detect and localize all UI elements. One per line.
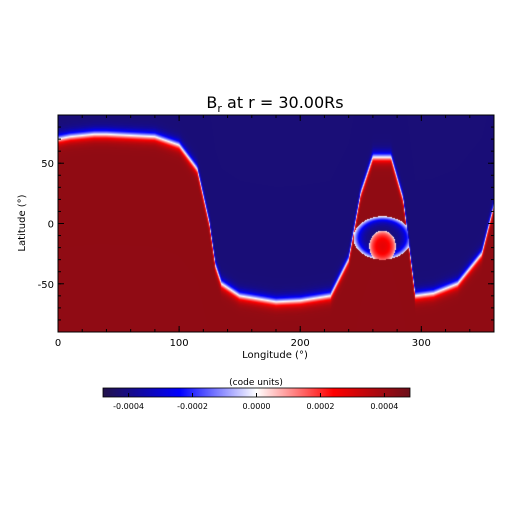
x-tick-label: 200 [291,338,310,349]
chart-title-subscript: r [217,102,222,115]
colorbar-tick-label: 0.0004 [370,402,398,411]
chart-title-suffix: at r = 30.00Rs [222,93,344,112]
colorbar-tick-label: -0.0004 [113,402,144,411]
heatmap-canvas [58,115,494,332]
colorbar-tick-label: 0.0000 [243,402,271,411]
y-axis-ticks: -50 0 50 [38,114,494,333]
chart-title-main: B [206,93,217,112]
colorbar-tick-label: -0.0002 [177,402,208,411]
x-tick-label: 0 [55,338,61,349]
colorbar-tick-label: 0.0002 [306,402,334,411]
y-tick-label: 50 [41,159,54,170]
heatmap-region [58,115,494,332]
y-axis-label: Latitude (°) [17,194,28,251]
y-tick-label: 0 [48,220,54,231]
x-tick-label: 100 [170,338,189,349]
y-tick-label: -50 [38,280,54,291]
x-axis-label: Longitude (°) [242,350,308,361]
x-tick-label: 300 [412,338,431,349]
chart-title: Br at r = 30.00Rs [206,93,343,115]
colorbar-label: (code units) [229,378,283,388]
colorbar-ticks: -0.0004 -0.0002 0.0000 0.0002 0.0004 [113,393,398,411]
